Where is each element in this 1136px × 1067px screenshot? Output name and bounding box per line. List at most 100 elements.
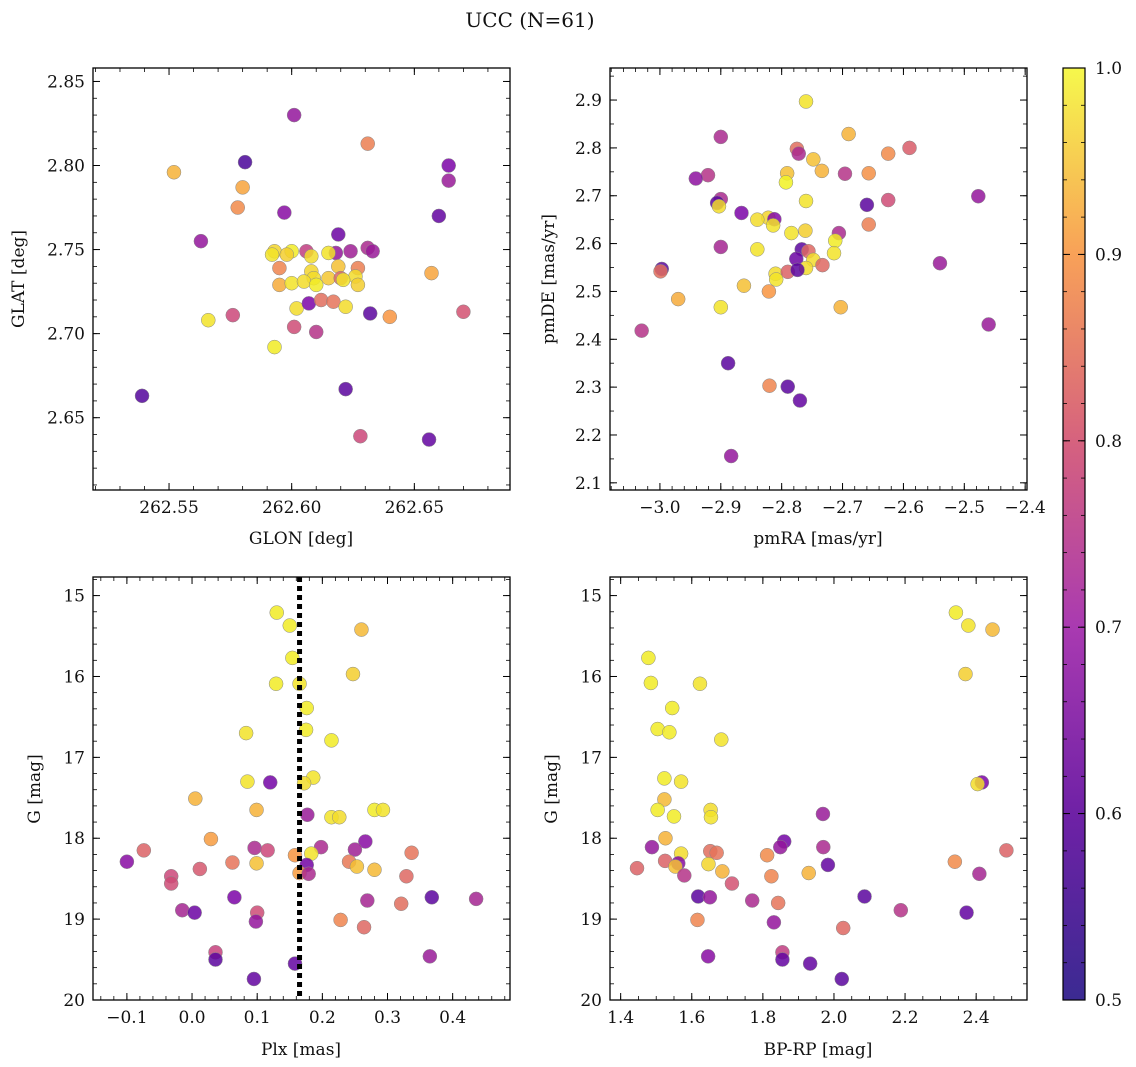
y-tick-label: 2.5 (575, 282, 602, 302)
scatter-point (775, 952, 790, 967)
scatter-point (399, 869, 414, 884)
scatter-point (837, 166, 853, 181)
scatter-point (268, 676, 284, 692)
scatter-point (367, 862, 382, 878)
scatter-point (644, 839, 660, 855)
x-tick-label: 0.1 (244, 1008, 271, 1028)
scatter-point (692, 676, 708, 692)
scatter-point (238, 725, 254, 741)
colorbar-tick-label: 0.5 (1095, 991, 1122, 1011)
scatter-point (304, 249, 319, 264)
scatter-point (690, 912, 705, 928)
scatter-point (827, 233, 843, 248)
scatter-point (299, 700, 314, 716)
y-tick-label: 2.85 (47, 72, 85, 92)
scatter-point (703, 809, 719, 825)
scatter-point (713, 129, 729, 145)
scatter-point (948, 605, 964, 620)
colorbar-tick-label: 0.6 (1095, 805, 1122, 825)
plot-area (610, 577, 1027, 1000)
y-tick-label: 17 (580, 748, 602, 768)
scatter-point (859, 197, 875, 213)
scatter-point (761, 284, 777, 299)
scatter-point (277, 205, 292, 220)
colorbar-tick-label: 0.8 (1095, 432, 1122, 452)
scatter-point (972, 866, 987, 882)
scatter-point (246, 971, 262, 987)
scatter-point (664, 700, 680, 716)
scatter-point (308, 277, 324, 293)
scatter-point (456, 304, 471, 320)
x-tick-label: 0.4 (439, 1008, 466, 1028)
scatter-point (798, 94, 814, 109)
scatter-point (709, 845, 724, 861)
scatter-point (332, 809, 347, 825)
y-tick-label: 2.6 (575, 235, 602, 255)
x-tick-label: 262.60 (262, 498, 321, 518)
y-tick-label: 18 (63, 829, 85, 849)
scatter-point (272, 260, 287, 276)
axes-frame (92, 67, 511, 491)
scatter-point (792, 393, 808, 408)
x-axis-label: GLON [deg] (249, 529, 353, 549)
scatter-point (324, 733, 339, 748)
scatter-point (961, 618, 976, 633)
scatter-point (841, 126, 856, 142)
scatter-point (350, 277, 366, 293)
scatter-point (192, 861, 208, 877)
colorbar-tick-label: 1.0 (1095, 59, 1122, 79)
x-tick-label: −2.9 (700, 498, 741, 518)
x-tick-label: −2.8 (761, 498, 802, 518)
scatter-point (784, 225, 799, 241)
scatter-point (820, 857, 836, 873)
y-tick-label: 16 (580, 667, 602, 687)
scatter-point (744, 893, 760, 908)
panel-bprp-g: BP-RP [mag] G [mag] 1.4 1.6 1.8 2.0 2.2 2.4 15… (542, 576, 1028, 1060)
scatter-point (815, 806, 831, 822)
colorbar-gradient (1062, 67, 1086, 1001)
scatter-point (187, 905, 202, 920)
scatter-point (815, 257, 830, 273)
scatter-point (657, 771, 672, 786)
y-tick-label: 2.4 (575, 330, 602, 350)
scatter-point (806, 152, 821, 167)
scatter-point (790, 262, 805, 278)
scatter-point (736, 278, 752, 293)
x-tick-label: −2.7 (822, 498, 863, 518)
scatter-point (798, 193, 814, 209)
colorbar-tick-label: 0.9 (1095, 245, 1122, 265)
x-tick-label: 262.55 (139, 498, 198, 518)
y-tick-label: 15 (580, 587, 602, 607)
scatter-point (269, 605, 284, 620)
scatter-point (393, 896, 409, 912)
scatter-point (301, 866, 316, 882)
scatter-point (260, 843, 275, 858)
scatter-point (673, 774, 689, 789)
scatter-point (227, 890, 242, 905)
y-tick-label: 2.8 (575, 139, 602, 159)
scatter-point (345, 666, 361, 682)
scatter-point (653, 264, 668, 279)
scatter-point (999, 843, 1014, 858)
scatter-point (188, 791, 203, 806)
axes-frame (92, 576, 511, 1001)
scatter-point (301, 296, 317, 311)
scatter-point (262, 775, 278, 790)
scatter-point (643, 675, 659, 691)
scatter-point (762, 378, 777, 393)
x-tick-label: −2.5 (944, 498, 985, 518)
scatter-point (893, 902, 909, 918)
axes-frame (609, 67, 1028, 491)
scatter-point (798, 223, 813, 238)
scatter-point (421, 432, 437, 447)
figure-title: UCC (N=61) (465, 8, 594, 32)
y-tick-label: 19 (580, 910, 602, 930)
scatter-point (778, 175, 794, 190)
scatter-point (702, 890, 718, 905)
scatter-point (282, 618, 298, 633)
scatter-point (759, 847, 775, 863)
scatter-point (237, 154, 253, 170)
x-tick-label: −0.1 (106, 1008, 147, 1028)
scatter-point (802, 956, 818, 971)
